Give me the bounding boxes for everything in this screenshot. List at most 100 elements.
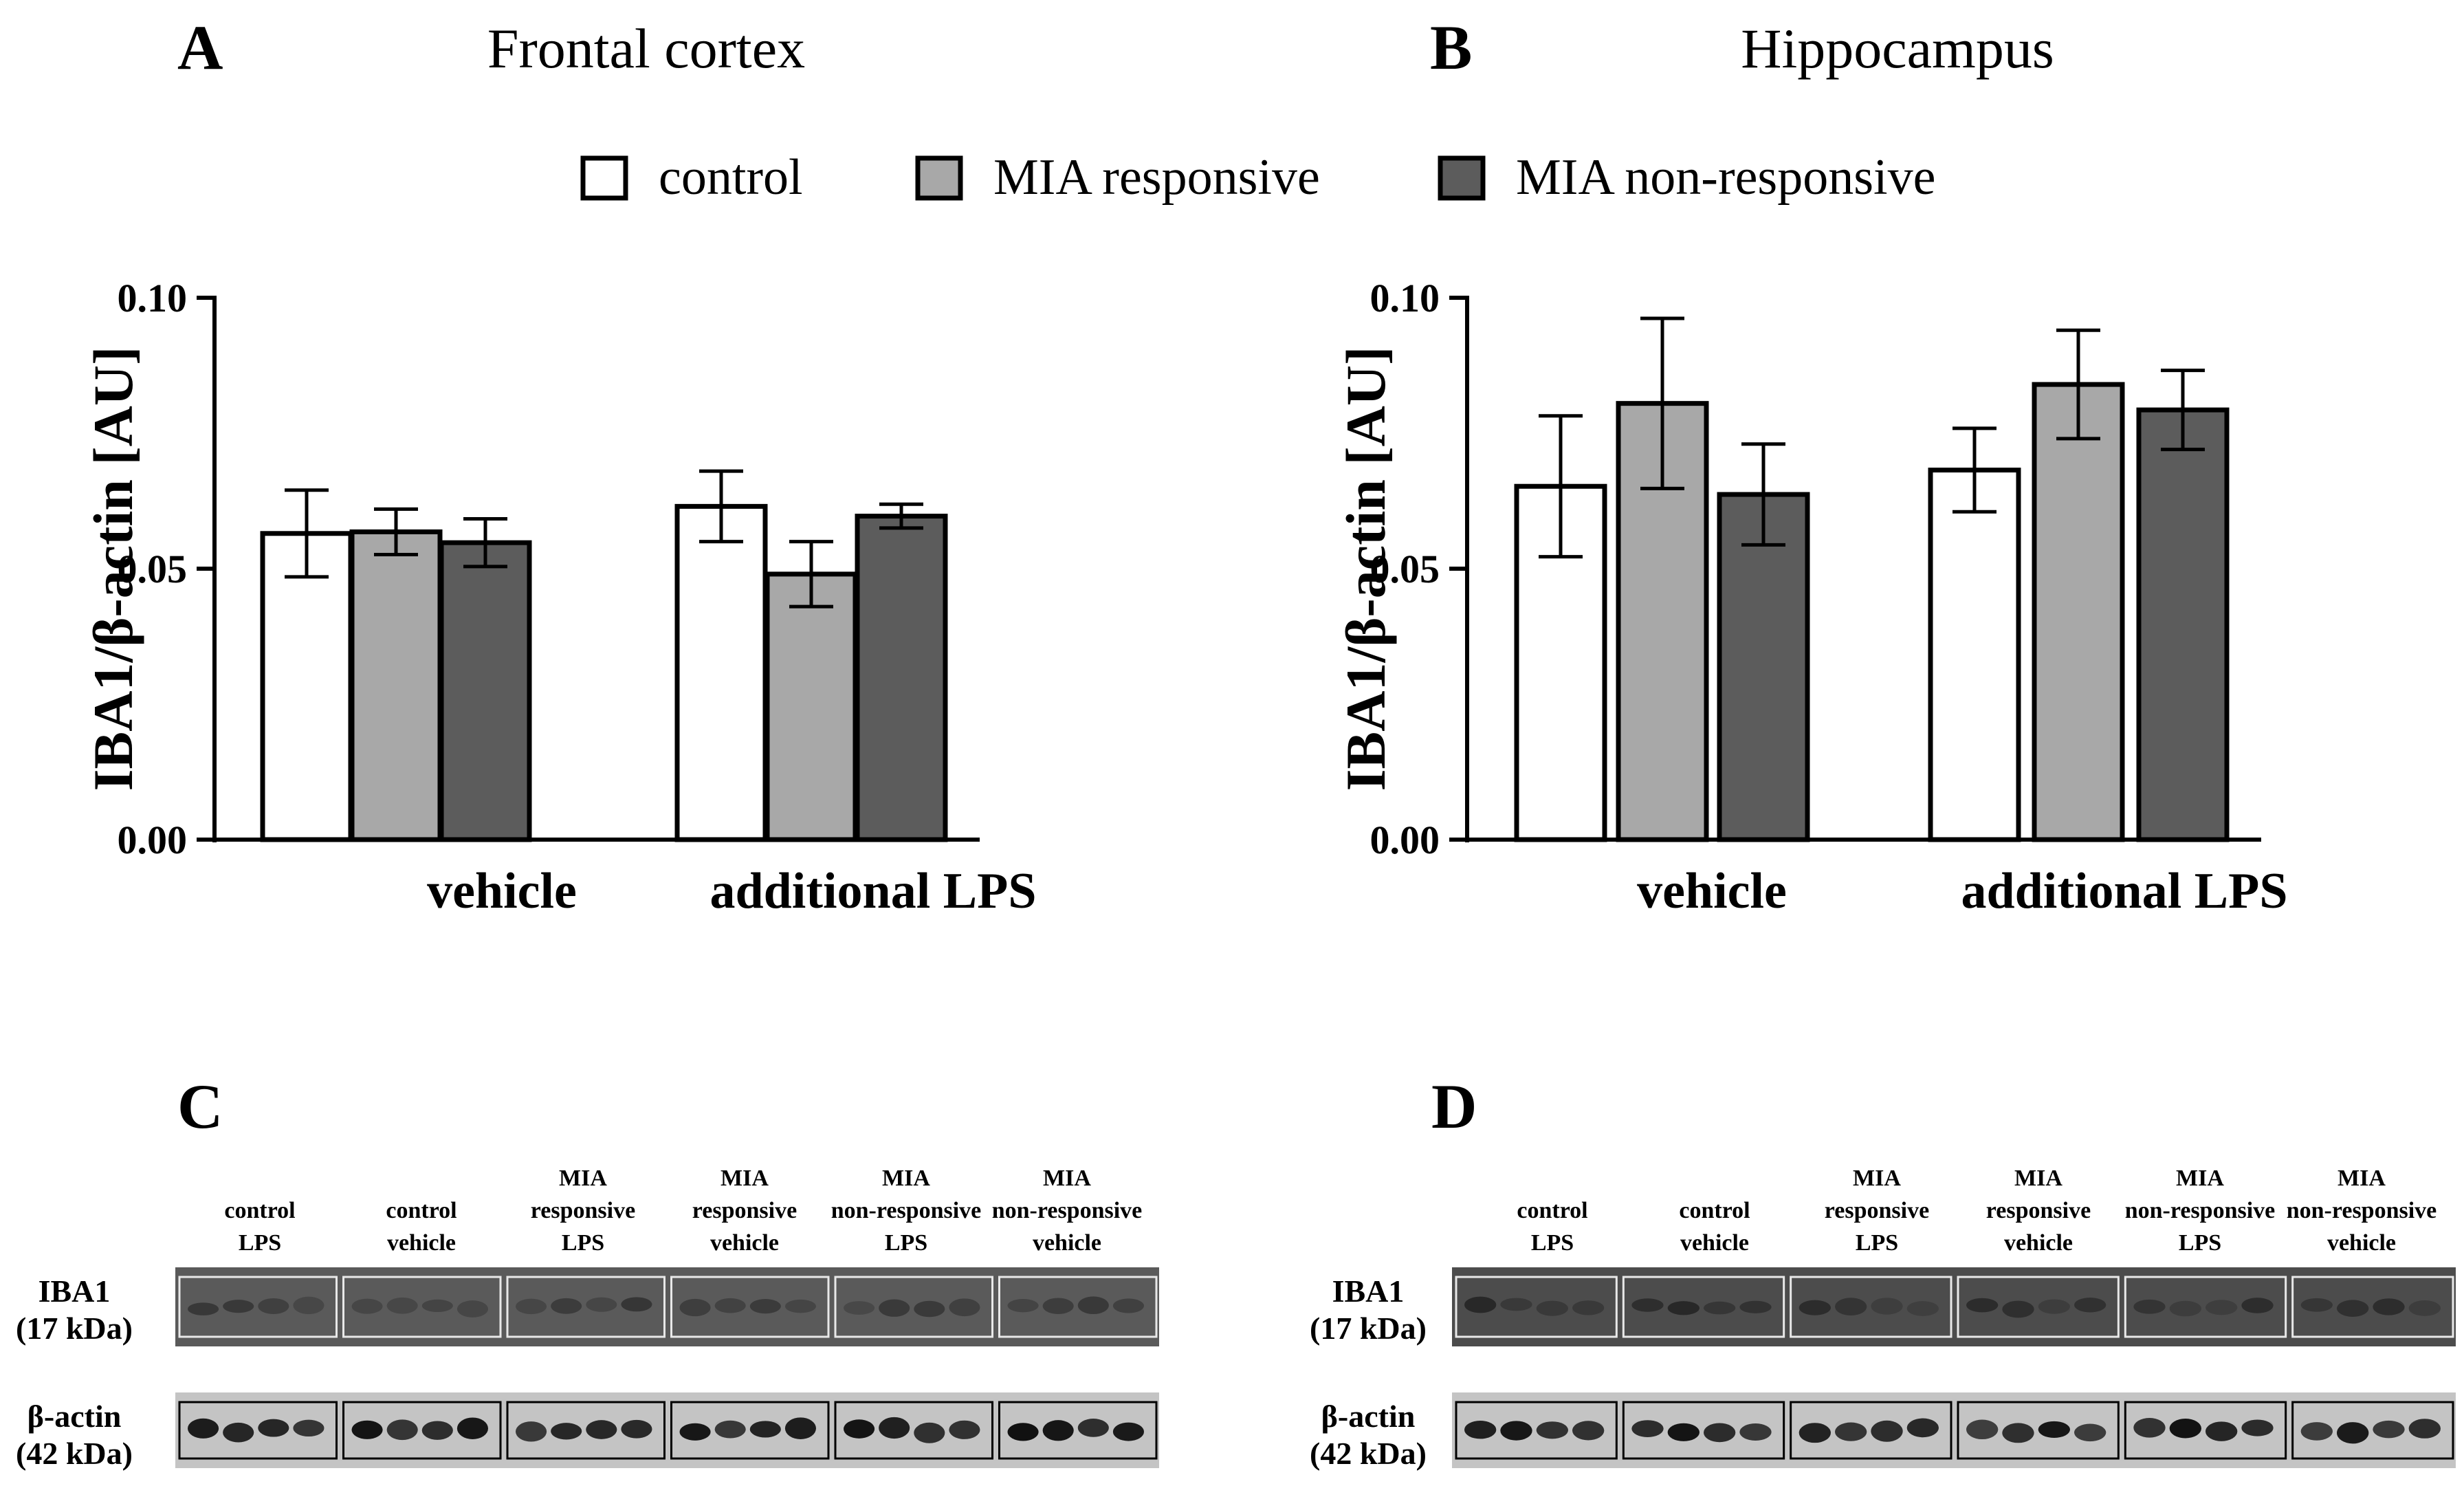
lane-box bbox=[2291, 1401, 2454, 1460]
y-tick-label: 0.10 bbox=[118, 276, 188, 320]
blot-band bbox=[2074, 1423, 2106, 1442]
bar bbox=[764, 571, 858, 842]
error-bar bbox=[1640, 316, 1684, 490]
lane-box bbox=[1957, 1276, 2120, 1338]
x-tick-label: vehicle bbox=[427, 863, 577, 919]
lane-box bbox=[670, 1401, 830, 1460]
blot-band bbox=[223, 1300, 254, 1313]
chart-title: Frontal cortex bbox=[487, 17, 805, 80]
lane-label: MIA responsive vehicle bbox=[692, 1166, 797, 1256]
chart-panel-b: B Hippocampus 0.00 0.05 0.10 IBA1/β-actin [AU… bbox=[1334, 12, 2288, 919]
lane-label-line: LPS bbox=[1531, 1230, 1574, 1256]
blot-band bbox=[2133, 1299, 2166, 1314]
lane-label-line: control bbox=[1517, 1198, 1587, 1223]
lane-label: control vehicle bbox=[386, 1198, 456, 1256]
lane-box bbox=[1455, 1401, 1618, 1460]
error-bar bbox=[2056, 328, 2100, 441]
blot-band bbox=[1739, 1300, 1772, 1313]
blot-band bbox=[784, 1299, 816, 1313]
blot-band bbox=[223, 1422, 254, 1443]
blot-band bbox=[2169, 1300, 2201, 1317]
blot-band bbox=[1667, 1301, 1700, 1315]
lane-box bbox=[178, 1401, 338, 1460]
lane-label: control vehicle bbox=[1679, 1198, 1750, 1256]
lane-label-line: control bbox=[386, 1198, 456, 1223]
lane-label-line: LPS bbox=[562, 1230, 604, 1256]
blot-band bbox=[351, 1420, 383, 1439]
bar bbox=[260, 531, 353, 842]
lane-label-line: responsive bbox=[692, 1198, 797, 1223]
lane-label-line: non-responsive bbox=[2125, 1198, 2276, 1223]
lane-box bbox=[1790, 1401, 1952, 1460]
blot-band bbox=[586, 1420, 617, 1439]
bar bbox=[2136, 407, 2230, 842]
lane-label: MIA non-responsive LPS bbox=[2125, 1166, 2276, 1256]
lane-label-line: MIA bbox=[2014, 1166, 2062, 1191]
blot-band bbox=[1572, 1300, 1605, 1315]
blot-membrane bbox=[175, 1392, 1159, 1468]
blot-band bbox=[2241, 1298, 2274, 1313]
lane-label-line: MIA bbox=[2176, 1166, 2224, 1191]
blot-band bbox=[188, 1418, 219, 1439]
blot-band bbox=[1871, 1420, 1903, 1442]
lane-label: MIA responsive vehicle bbox=[1986, 1166, 2091, 1256]
blot-band bbox=[2300, 1298, 2333, 1312]
lane-label-line: vehicle bbox=[2327, 1230, 2396, 1256]
blot-band bbox=[1835, 1422, 1867, 1441]
lane-label: MIA responsive LPS bbox=[1825, 1166, 1929, 1256]
lane-label-line: vehicle bbox=[710, 1230, 779, 1256]
lane-label-line: vehicle bbox=[387, 1230, 456, 1256]
blot-band bbox=[456, 1300, 488, 1318]
blot-band bbox=[879, 1417, 910, 1439]
blot-band bbox=[1739, 1423, 1772, 1441]
blot-band bbox=[1077, 1296, 1109, 1315]
blot-band bbox=[2337, 1300, 2369, 1317]
bar bbox=[349, 529, 443, 842]
blot-band bbox=[386, 1419, 418, 1441]
error-bar bbox=[879, 502, 923, 530]
blot-band bbox=[749, 1421, 781, 1438]
blot-band bbox=[1536, 1421, 1568, 1439]
blot-band bbox=[844, 1419, 875, 1439]
blot-strip-actin: β-actin(42 kDa) bbox=[16, 1392, 1159, 1471]
x-tick-label: additional LPS bbox=[710, 863, 1036, 919]
blot-band bbox=[1500, 1298, 1532, 1311]
lane-box bbox=[1790, 1276, 1952, 1338]
blot-band bbox=[2408, 1419, 2441, 1439]
y-axis-label: IBA1/β-actin [AU] bbox=[1334, 347, 1397, 791]
blot-band bbox=[1007, 1299, 1039, 1313]
blot-row-label: β-actin bbox=[1321, 1399, 1416, 1434]
blot-band bbox=[2133, 1417, 2166, 1438]
blot-band bbox=[516, 1298, 547, 1315]
lane-box bbox=[506, 1276, 666, 1338]
blot-strip-iba1: IBA1(17 kDa) bbox=[16, 1267, 1159, 1346]
blot-row-label: IBA1 bbox=[1332, 1274, 1405, 1309]
bar bbox=[855, 514, 948, 842]
blot-band bbox=[1042, 1420, 1074, 1441]
blot-band bbox=[1464, 1421, 1497, 1439]
blot-band bbox=[1042, 1298, 1074, 1314]
blot-row-label: IBA1 bbox=[38, 1274, 111, 1309]
blot-band bbox=[2002, 1423, 2034, 1443]
lane-label-line: responsive bbox=[1986, 1198, 2091, 1223]
lane-label-line: MIA bbox=[2338, 1166, 2386, 1191]
blot-band bbox=[258, 1419, 289, 1437]
blot-band bbox=[914, 1422, 945, 1443]
blot-band bbox=[1631, 1298, 1664, 1312]
lane-label-line: vehicle bbox=[1680, 1230, 1749, 1256]
panel-letter: B bbox=[1430, 12, 1472, 83]
blot-band bbox=[351, 1298, 383, 1314]
blot-row-label: (17 kDa) bbox=[1310, 1311, 1427, 1346]
lane-label-line: MIA bbox=[1853, 1166, 1901, 1191]
blot-band bbox=[386, 1297, 418, 1314]
lane-label-line: vehicle bbox=[1033, 1230, 1101, 1256]
lane-box bbox=[1622, 1401, 1785, 1460]
blot-band bbox=[1871, 1298, 1903, 1315]
blot-membrane bbox=[1452, 1392, 2456, 1468]
x-tick-label: additional LPS bbox=[1961, 863, 2287, 919]
lane-box bbox=[1455, 1276, 1618, 1338]
blot-band bbox=[188, 1302, 219, 1315]
bar bbox=[674, 503, 768, 842]
